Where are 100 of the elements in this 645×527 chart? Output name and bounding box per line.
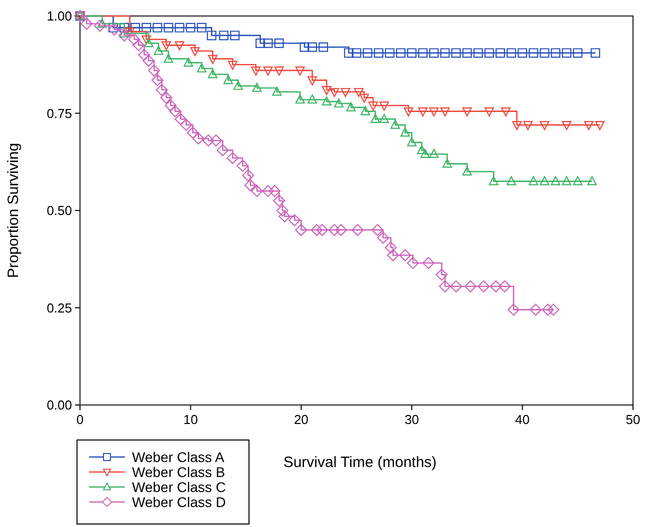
point	[422, 257, 434, 270]
point	[322, 86, 332, 96]
point	[162, 41, 172, 50]
point	[418, 107, 428, 116]
point	[417, 145, 427, 154]
point	[572, 48, 582, 58]
point	[377, 232, 390, 244]
point	[340, 88, 350, 98]
point	[523, 121, 533, 130]
point	[462, 166, 472, 176]
point	[223, 75, 233, 84]
point	[540, 48, 550, 58]
point	[164, 22, 174, 32]
point	[263, 38, 273, 48]
point	[308, 76, 318, 86]
point	[272, 86, 282, 96]
point	[335, 224, 348, 236]
point	[562, 48, 572, 58]
point	[334, 98, 344, 108]
point	[528, 176, 538, 186]
point	[562, 121, 572, 130]
point	[196, 63, 206, 72]
point	[154, 46, 164, 55]
point	[436, 268, 448, 281]
point	[288, 214, 301, 226]
point	[330, 88, 340, 98]
point	[407, 137, 417, 146]
legend-label: Weber Class B	[132, 464, 226, 480]
point	[587, 176, 597, 186]
point	[407, 48, 417, 58]
point	[379, 102, 389, 111]
point	[508, 304, 520, 316]
point	[164, 99, 177, 112]
point	[450, 280, 462, 292]
point	[540, 121, 550, 130]
point	[192, 132, 204, 145]
point	[242, 169, 254, 182]
point	[501, 107, 511, 116]
point	[138, 48, 150, 61]
point	[528, 48, 538, 58]
point	[344, 48, 354, 58]
x-tick-label: 0	[76, 412, 84, 427]
point	[490, 280, 502, 292]
point	[180, 118, 192, 131]
point	[233, 80, 243, 90]
point	[274, 38, 284, 48]
point	[97, 18, 107, 28]
point	[228, 60, 238, 70]
point	[186, 22, 196, 32]
point	[352, 224, 364, 236]
point	[584, 121, 594, 130]
point	[550, 48, 560, 58]
point	[429, 48, 439, 58]
point	[295, 224, 308, 236]
point	[273, 194, 286, 207]
point	[190, 47, 200, 56]
point	[547, 304, 560, 316]
point	[196, 22, 206, 32]
y-axis-title: Proportion Surviving	[5, 142, 22, 278]
point	[429, 148, 439, 158]
point	[151, 74, 164, 86]
point	[226, 152, 239, 164]
point	[438, 280, 451, 292]
x-tick-label: 20	[294, 412, 308, 427]
point	[142, 35, 152, 45]
point	[206, 30, 216, 40]
point	[420, 148, 430, 158]
point	[148, 64, 160, 76]
point	[352, 48, 362, 58]
point	[230, 30, 240, 40]
point	[512, 121, 522, 130]
point	[374, 48, 384, 58]
point	[174, 113, 187, 126]
point	[322, 96, 332, 106]
y-tick-label: 1.00	[46, 8, 72, 24]
point	[362, 48, 372, 58]
point	[118, 29, 130, 42]
point	[262, 185, 274, 198]
point	[210, 134, 222, 146]
point	[208, 69, 218, 78]
point	[160, 92, 172, 104]
point	[360, 106, 370, 116]
point	[236, 160, 249, 172]
point	[164, 54, 174, 63]
y-tick-label: 0.50	[46, 203, 72, 218]
point	[390, 120, 400, 129]
point	[496, 48, 506, 58]
legend-label: Weber Class A	[132, 448, 225, 465]
point	[216, 144, 229, 156]
point	[346, 102, 356, 112]
point	[429, 107, 439, 116]
point	[94, 20, 106, 32]
point	[464, 280, 476, 292]
y-tick-label: 0.75	[46, 106, 72, 121]
point	[440, 107, 450, 116]
point	[530, 304, 542, 316]
point	[399, 249, 412, 262]
point	[278, 210, 291, 222]
point	[404, 107, 414, 116]
point	[308, 42, 318, 52]
